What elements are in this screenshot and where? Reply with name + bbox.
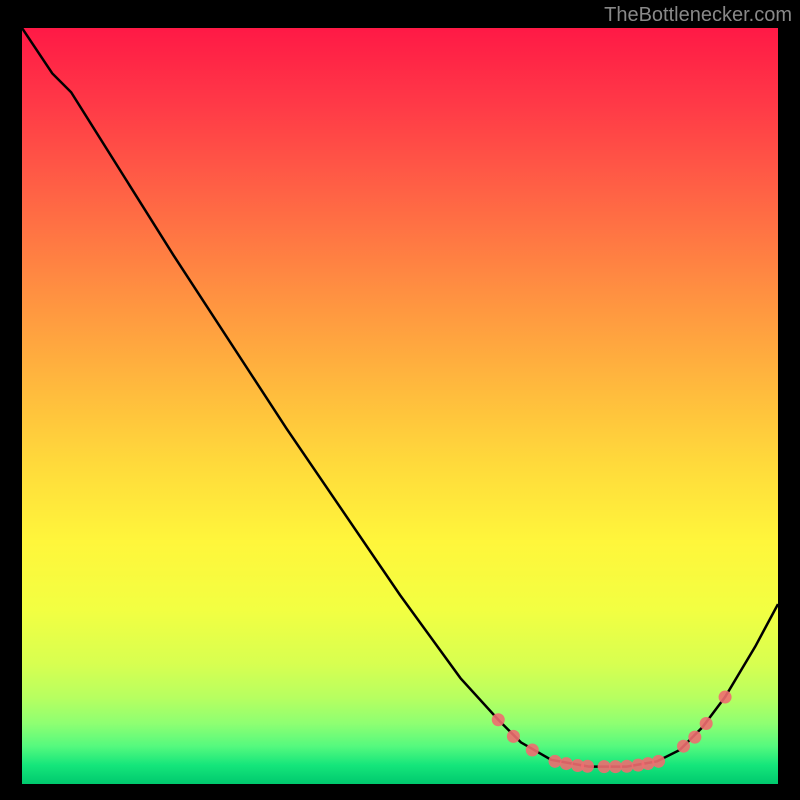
heatmap-gradient-background (22, 28, 778, 784)
watermark-label: TheBottlenecker.com (604, 4, 792, 27)
plot-area (22, 28, 778, 784)
chart-frame: { "meta": { "type": "line", "image_size_… (0, 0, 800, 800)
